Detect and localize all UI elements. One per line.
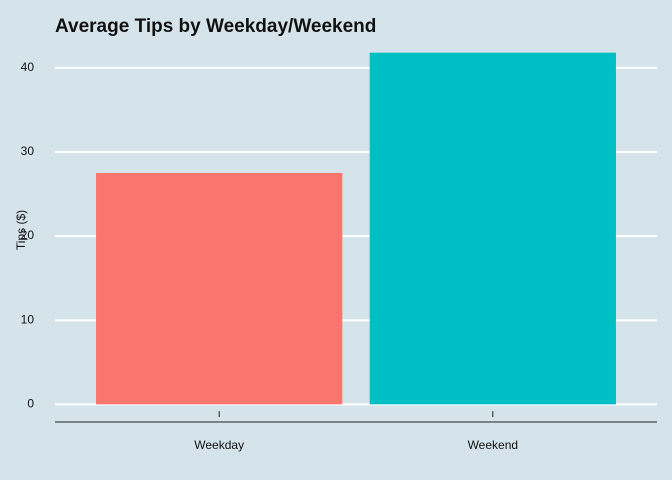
y-tick-label: 0 xyxy=(27,397,34,411)
x-tick-label: Weekday xyxy=(194,438,244,452)
y-tick-label: 20 xyxy=(21,228,35,242)
y-tick-label: 40 xyxy=(21,60,35,74)
y-tick-label: 30 xyxy=(21,144,35,158)
bar xyxy=(369,52,616,405)
bar xyxy=(96,172,343,405)
y-tick-label: 10 xyxy=(21,312,35,326)
y-axis-label: Tips ($) xyxy=(14,210,28,250)
x-tick-label: Weekend xyxy=(468,438,518,452)
chart-title: Average Tips by Weekday/Weekend xyxy=(55,16,376,37)
